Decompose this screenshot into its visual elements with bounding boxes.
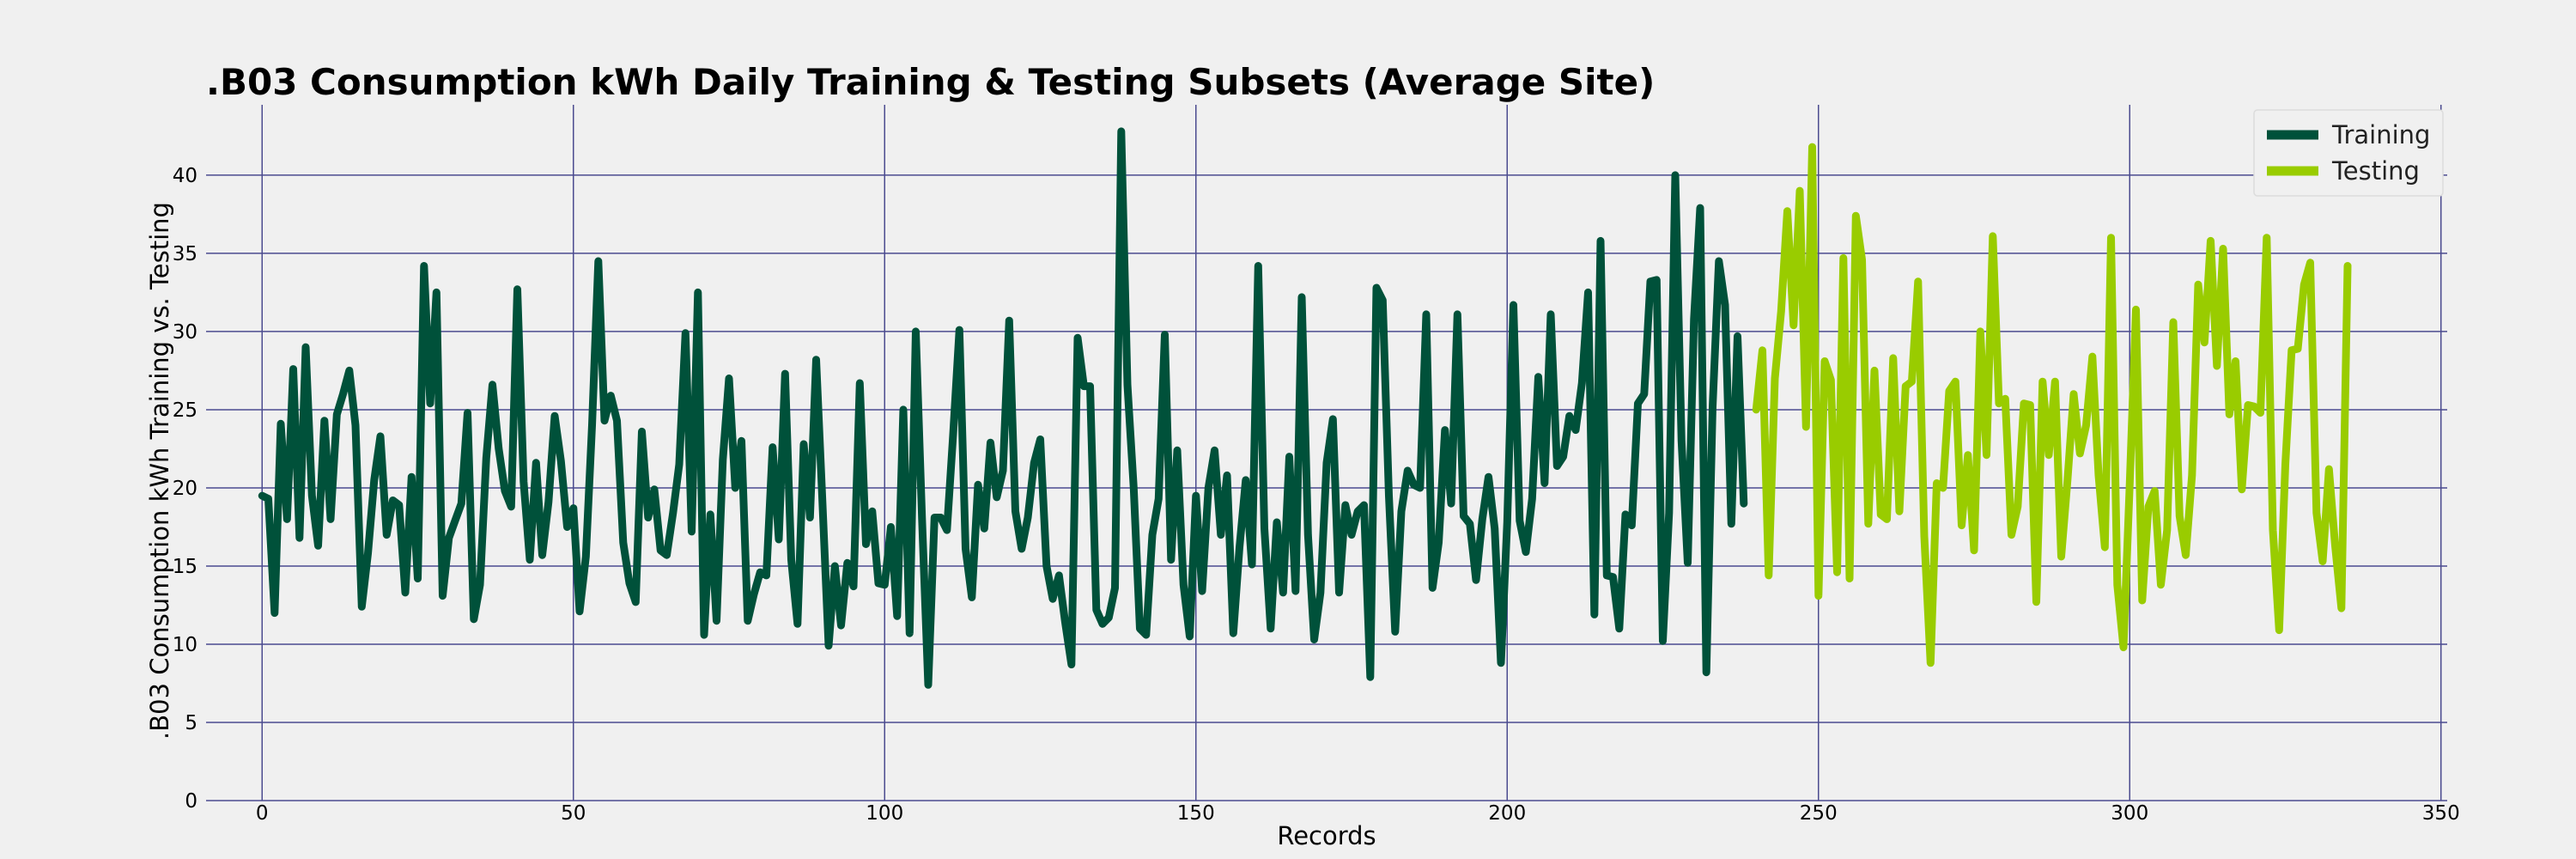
x-tick-label: 350 <box>2422 802 2460 825</box>
series-line-testing <box>1752 143 2352 667</box>
chart-title: .B03 Consumption kWh Daily Training & Te… <box>206 61 1655 103</box>
x-axis-label: Records <box>1277 821 1376 850</box>
x-tick-label: 50 <box>561 802 586 825</box>
x-tick-label: 200 <box>1488 802 1526 825</box>
legend: Training Testing <box>2253 109 2444 197</box>
x-tick-label: 100 <box>866 802 903 825</box>
y-axis-label: .B03 Consumption kWh Training vs. Testin… <box>145 202 174 740</box>
y-tick-label: 20 <box>173 478 197 500</box>
y-tick-label: 10 <box>173 634 197 656</box>
x-tick-label: 300 <box>2111 802 2148 825</box>
series-layer <box>258 127 2352 689</box>
x-axis-ticks: 0 50 100 150 200 250 300 350 <box>256 802 2460 825</box>
y-axis-ticks: 0 5 10 15 20 25 30 35 40 <box>173 165 197 813</box>
y-tick-label: 30 <box>173 321 197 344</box>
y-tick-label: 5 <box>185 712 197 734</box>
x-tick-label: 0 <box>256 802 269 825</box>
x-tick-label: 150 <box>1177 802 1215 825</box>
legend-label-testing: Testing <box>2331 156 2420 186</box>
y-tick-label: 15 <box>173 556 197 578</box>
y-tick-label: 0 <box>185 790 197 813</box>
y-tick-label: 25 <box>173 399 197 422</box>
y-tick-label: 40 <box>173 165 197 187</box>
series-line-training <box>258 127 1748 689</box>
legend-label-training: Training <box>2331 120 2430 149</box>
x-tick-label: 250 <box>1800 802 1838 825</box>
y-tick-label: 35 <box>173 243 197 265</box>
